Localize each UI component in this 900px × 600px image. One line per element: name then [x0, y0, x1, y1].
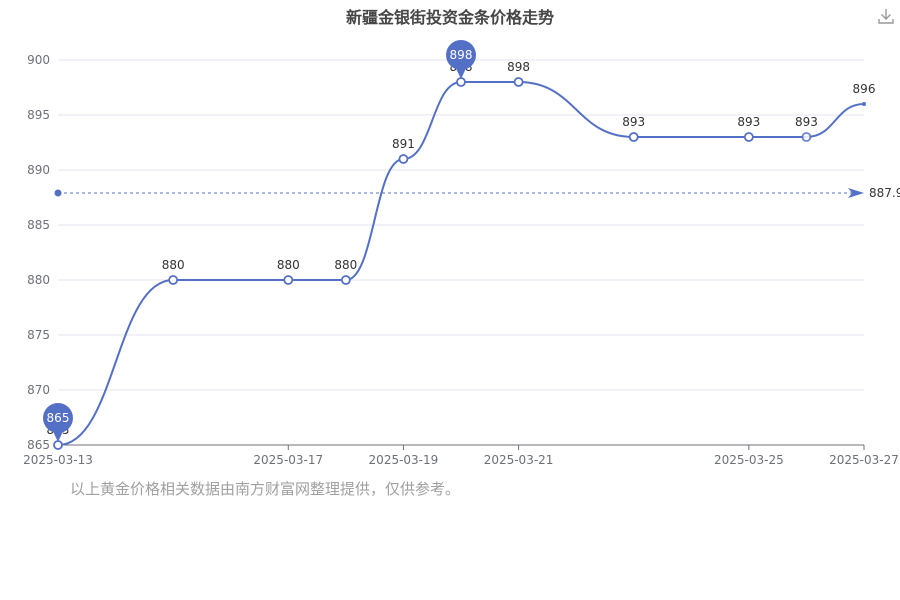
y-tick-label: 880 — [27, 273, 50, 287]
data-label: 893 — [622, 115, 645, 129]
x-tick-label: 2025-03-25 — [714, 453, 784, 467]
average-line-label: 887.91 — [869, 186, 900, 200]
chart-title: 新疆金银街投资金条价格走势 — [345, 8, 554, 27]
data-point — [743, 132, 754, 142]
average-line-start — [54, 189, 62, 197]
y-tick-label: 890 — [27, 163, 50, 177]
x-tick-label: 2025-03-13 — [23, 453, 93, 467]
x-tick-label: 2025-03-27 — [829, 453, 899, 467]
data-point — [513, 77, 524, 87]
data-point — [53, 440, 63, 450]
y-tick-label: 900 — [27, 53, 50, 67]
data-label: 893 — [737, 115, 760, 129]
data-point — [283, 275, 294, 285]
y-tick-label: 865 — [27, 438, 50, 452]
mark-pin — [446, 40, 476, 70]
data-label: 893 — [795, 115, 818, 129]
footnote: 以上黄金价格相关数据由南方财富网整理提供，仅供参考。 — [70, 480, 461, 498]
data-label: 880 — [277, 258, 300, 272]
download-icon — [878, 9, 894, 24]
data-point — [398, 154, 409, 164]
x-tick-label: 2025-03-21 — [484, 453, 554, 467]
data-label: 891 — [392, 137, 415, 151]
data-point — [456, 77, 466, 87]
data-point — [862, 102, 866, 106]
data-point — [628, 132, 639, 142]
x-tick-label: 2025-03-17 — [253, 453, 323, 467]
data-point — [801, 132, 812, 142]
y-tick-label: 870 — [27, 383, 50, 397]
y-tick-label: 875 — [27, 328, 50, 342]
data-label: 880 — [334, 258, 357, 272]
data-point — [340, 275, 351, 285]
data-label: 896 — [853, 82, 876, 96]
data-label: 898 — [507, 60, 530, 74]
mark-pin-label: 865 — [47, 411, 70, 425]
download-button[interactable] — [876, 6, 896, 26]
average-line-arrow — [848, 187, 864, 198]
data-label: 880 — [162, 258, 185, 272]
data-point — [168, 275, 179, 285]
y-tick-label: 895 — [27, 108, 50, 122]
y-tick-label: 885 — [27, 218, 50, 232]
x-tick-label: 2025-03-19 — [369, 453, 439, 467]
mark-pin — [43, 403, 73, 433]
mark-pin-label: 898 — [450, 48, 473, 62]
